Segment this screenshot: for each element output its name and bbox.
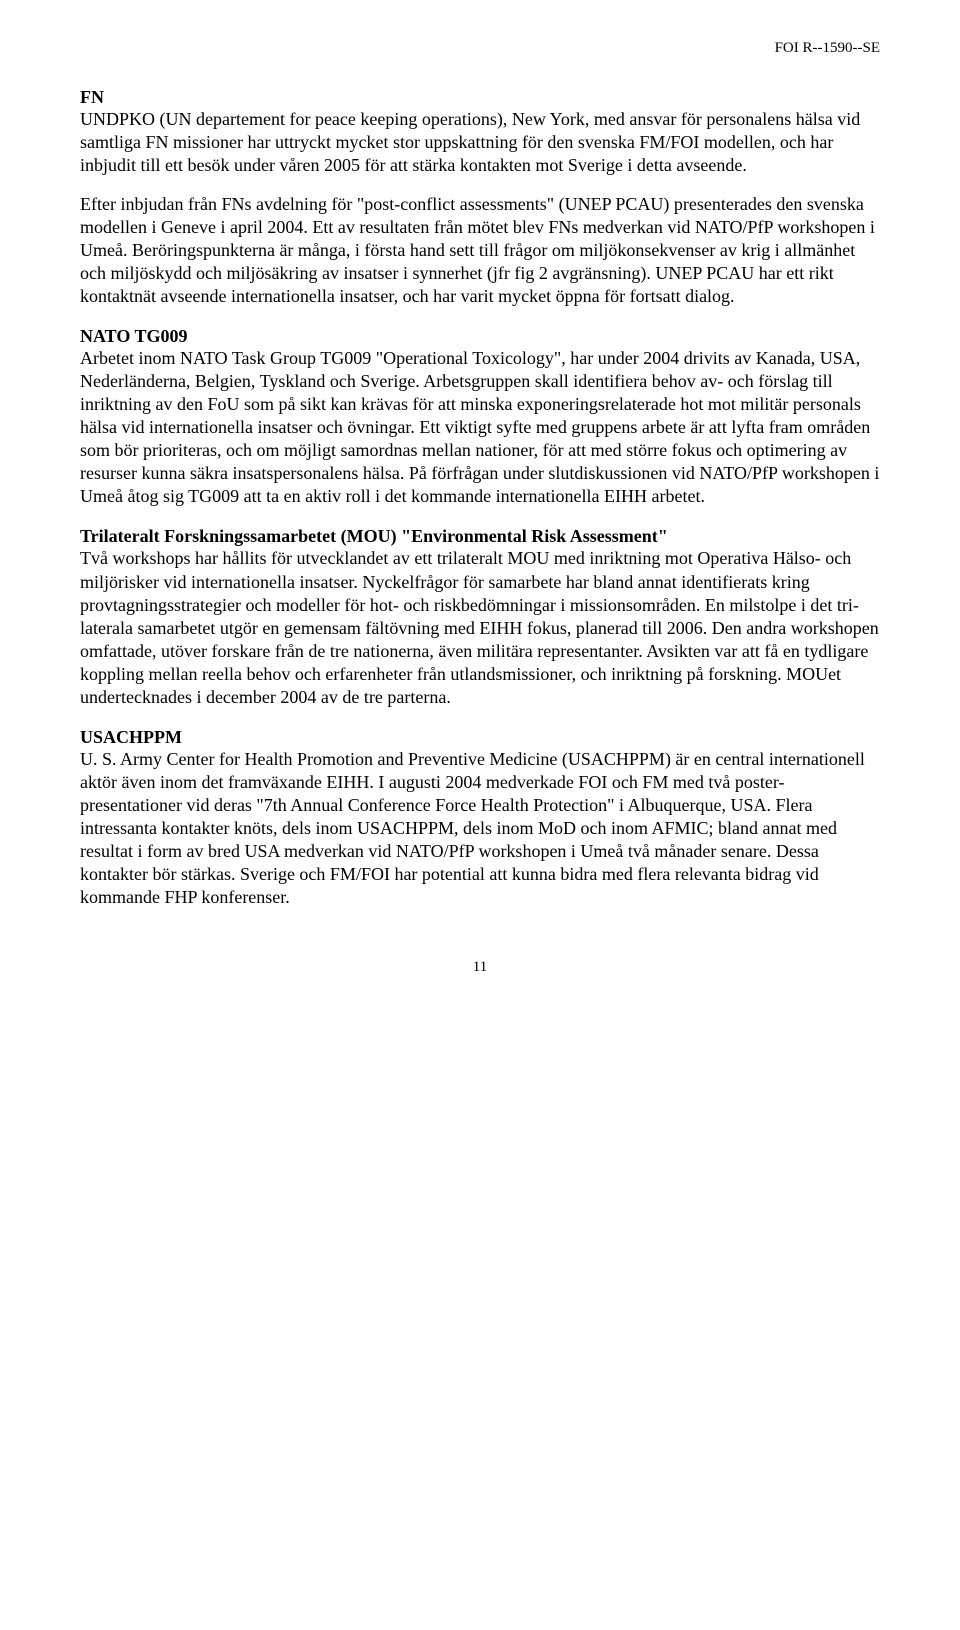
section-title-fn: FN	[80, 87, 880, 108]
paragraph: U. S. Army Center for Health Promotion a…	[80, 748, 880, 909]
page-number: 11	[80, 959, 880, 976]
document-page: FOI R--1590--SE FN UNDPKO (UN departemen…	[0, 0, 960, 1036]
paragraph: Efter inbjudan från FNs avdelning för "p…	[80, 193, 880, 308]
section-title-nato: NATO TG009	[80, 326, 880, 347]
paragraph: UNDPKO (UN departement for peace keeping…	[80, 108, 880, 177]
document-code: FOI R--1590--SE	[80, 40, 880, 57]
section-title-mou: Trilateralt Forskningssamarbetet (MOU) "…	[80, 526, 880, 547]
section-title-usachppm: USACHPPM	[80, 727, 880, 748]
paragraph: Arbetet inom NATO Task Group TG009 "Oper…	[80, 347, 880, 508]
paragraph: Två workshops har hållits för utveckland…	[80, 547, 880, 708]
